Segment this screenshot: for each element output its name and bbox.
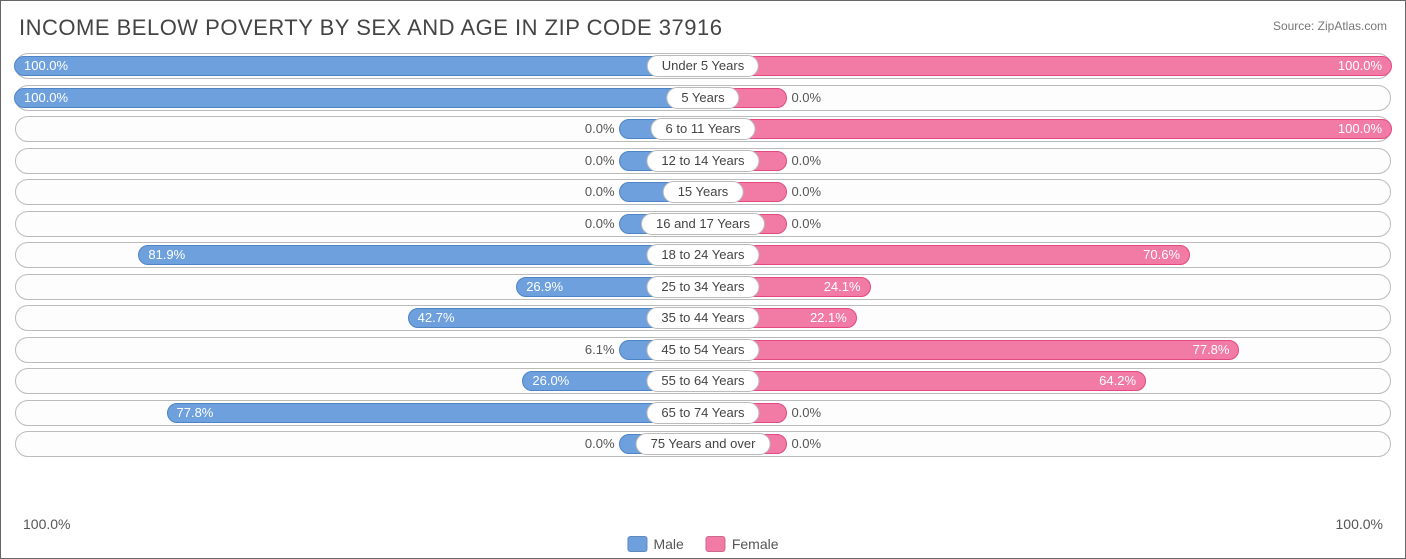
chart-row: 77.8% 0.0% 65 to 74 Years [15, 400, 1391, 426]
male-swatch-icon [627, 536, 647, 552]
male-value: 0.0% [585, 432, 615, 456]
age-label: 5 Years [666, 87, 739, 109]
chart-row: 26.0%64.2%55 to 64 Years [15, 368, 1391, 394]
chart-row: 0.0% 0.0% 75 Years and over [15, 431, 1391, 457]
age-label: 16 and 17 Years [641, 213, 765, 235]
age-label: 45 to 54 Years [646, 339, 759, 361]
chart-row: 26.9%24.1%25 to 34 Years [15, 274, 1391, 300]
legend: Male Female [627, 536, 778, 552]
female-bar [703, 371, 1146, 391]
age-label: 65 to 74 Years [646, 402, 759, 424]
age-label: 55 to 64 Years [646, 370, 759, 392]
chart-row: 42.7%22.1%35 to 44 Years [15, 305, 1391, 331]
male-value: 81.9% [148, 243, 695, 267]
age-label: 6 to 11 Years [651, 118, 756, 140]
chart-row: 100.0% 0.0% 5 Years [15, 85, 1391, 111]
female-value: 0.0% [791, 149, 821, 173]
age-label: 25 to 34 Years [646, 276, 759, 298]
male-value: 0.0% [585, 149, 615, 173]
poverty-by-sex-age-chart: INCOME BELOW POVERTY BY SEX AND AGE IN Z… [0, 0, 1406, 559]
legend-male-label: Male [653, 536, 683, 552]
age-label: 15 Years [663, 181, 744, 203]
age-label: 12 to 14 Years [646, 150, 759, 172]
male-value: 6.1% [585, 338, 615, 362]
male-value: 0.0% [585, 212, 615, 236]
male-value: 0.0% [585, 117, 615, 141]
male-value: 100.0% [24, 54, 695, 78]
age-label: 18 to 24 Years [646, 244, 759, 266]
female-bar [703, 245, 1190, 265]
male-value: 77.8% [177, 401, 696, 425]
female-value: 77.8% [1193, 338, 1230, 362]
legend-male: Male [627, 536, 683, 552]
axis-label-left: 100.0% [23, 516, 70, 532]
female-bar [703, 340, 1239, 360]
female-value: 0.0% [791, 432, 821, 456]
chart-rows: 100.0%100.0%Under 5 Years100.0%0.0%5 Yea… [15, 53, 1391, 510]
female-value: 70.6% [1143, 243, 1180, 267]
chart-row: 0.0% 0.0% 15 Years [15, 179, 1391, 205]
male-value: 0.0% [585, 180, 615, 204]
male-value: 100.0% [24, 86, 695, 110]
chart-row: 81.9% 70.6% 18 to 24 Years [15, 242, 1391, 268]
age-label: 75 Years and over [636, 433, 771, 455]
female-value: 22.1% [810, 306, 847, 330]
female-value: 0.0% [791, 180, 821, 204]
legend-female: Female [706, 536, 779, 552]
female-value: 100.0% [1338, 117, 1382, 141]
chart-source: Source: ZipAtlas.com [1273, 19, 1387, 33]
female-bar [703, 56, 1392, 76]
chart-row: 0.0% 0.0% 16 and 17 Years [15, 211, 1391, 237]
legend-female-label: Female [732, 536, 779, 552]
female-value: 0.0% [791, 212, 821, 236]
female-value: 64.2% [1099, 369, 1136, 393]
chart-row: 0.0% 0.0% 12 to 14 Years [15, 148, 1391, 174]
female-value: 0.0% [791, 401, 821, 425]
chart-row: 0.0% 100.0% 6 to 11 Years [15, 116, 1391, 142]
chart-row: 100.0%100.0%Under 5 Years [15, 53, 1391, 79]
chart-title: INCOME BELOW POVERTY BY SEX AND AGE IN Z… [19, 15, 722, 41]
female-bar [703, 119, 1392, 139]
female-swatch-icon [706, 536, 726, 552]
age-label: Under 5 Years [647, 55, 759, 77]
female-value: 100.0% [1338, 54, 1382, 78]
chart-row: 6.1% 77.8% 45 to 54 Years [15, 337, 1391, 363]
female-value: 24.1% [824, 275, 861, 299]
axis-label-right: 100.0% [1336, 516, 1383, 532]
age-label: 35 to 44 Years [646, 307, 759, 329]
female-value: 0.0% [791, 86, 821, 110]
